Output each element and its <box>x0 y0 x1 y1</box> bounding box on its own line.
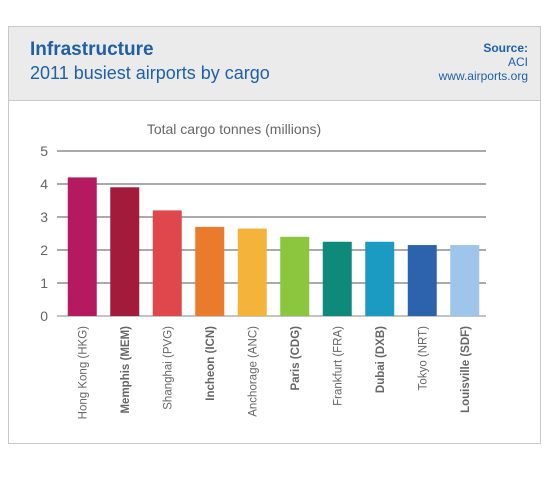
bar <box>67 177 97 316</box>
x-tick-label: Frankfurt (FRA) <box>332 326 344 406</box>
bar <box>152 210 182 316</box>
x-tick-label: Hong Kong (HKG) <box>77 326 89 419</box>
y-tick-label: 4 <box>40 176 48 192</box>
chart-subtitle: 2011 busiest airports by cargo <box>30 63 270 83</box>
chart-card: Infrastructure 2011 busiest airports by … <box>8 26 541 444</box>
bar <box>110 187 140 316</box>
bar <box>280 236 310 316</box>
y-tick-label: 2 <box>40 242 48 258</box>
bar <box>237 228 267 316</box>
source-org: ACI <box>507 55 528 69</box>
y-tick-label: 5 <box>40 143 48 159</box>
x-tick-label: Shanghai (PVG) <box>162 326 174 410</box>
x-tick-label: Dubai (DXB) <box>375 326 387 393</box>
x-tick-label: Memphis (MEM) <box>120 326 132 414</box>
bar <box>407 245 437 316</box>
bar <box>322 241 352 316</box>
x-tick-label: Paris (CDG) <box>290 326 302 391</box>
bar <box>450 245 480 316</box>
y-tick-label: 1 <box>40 275 48 291</box>
source-block: Source: ACI www.airports.org <box>439 41 528 83</box>
x-tick-label: Louisville (SDF) <box>460 326 472 413</box>
chart-header: Infrastructure 2011 busiest airports by … <box>9 27 540 101</box>
x-tick-label: Anchorage (ANC) <box>247 326 259 417</box>
plot-title: Total cargo tonnes (millions) <box>147 121 321 137</box>
source-url: www.airports.org <box>438 69 528 83</box>
y-tick-label: 0 <box>40 308 48 324</box>
bar <box>195 226 225 316</box>
chart-title: Infrastructure <box>30 39 154 60</box>
x-tick-label: Tokyo (NRT) <box>417 326 429 390</box>
source-label: Source: <box>483 41 528 55</box>
x-tick-label: Incheon (ICN) <box>205 326 217 401</box>
bar <box>365 241 395 316</box>
y-tick-label: 3 <box>40 209 48 225</box>
